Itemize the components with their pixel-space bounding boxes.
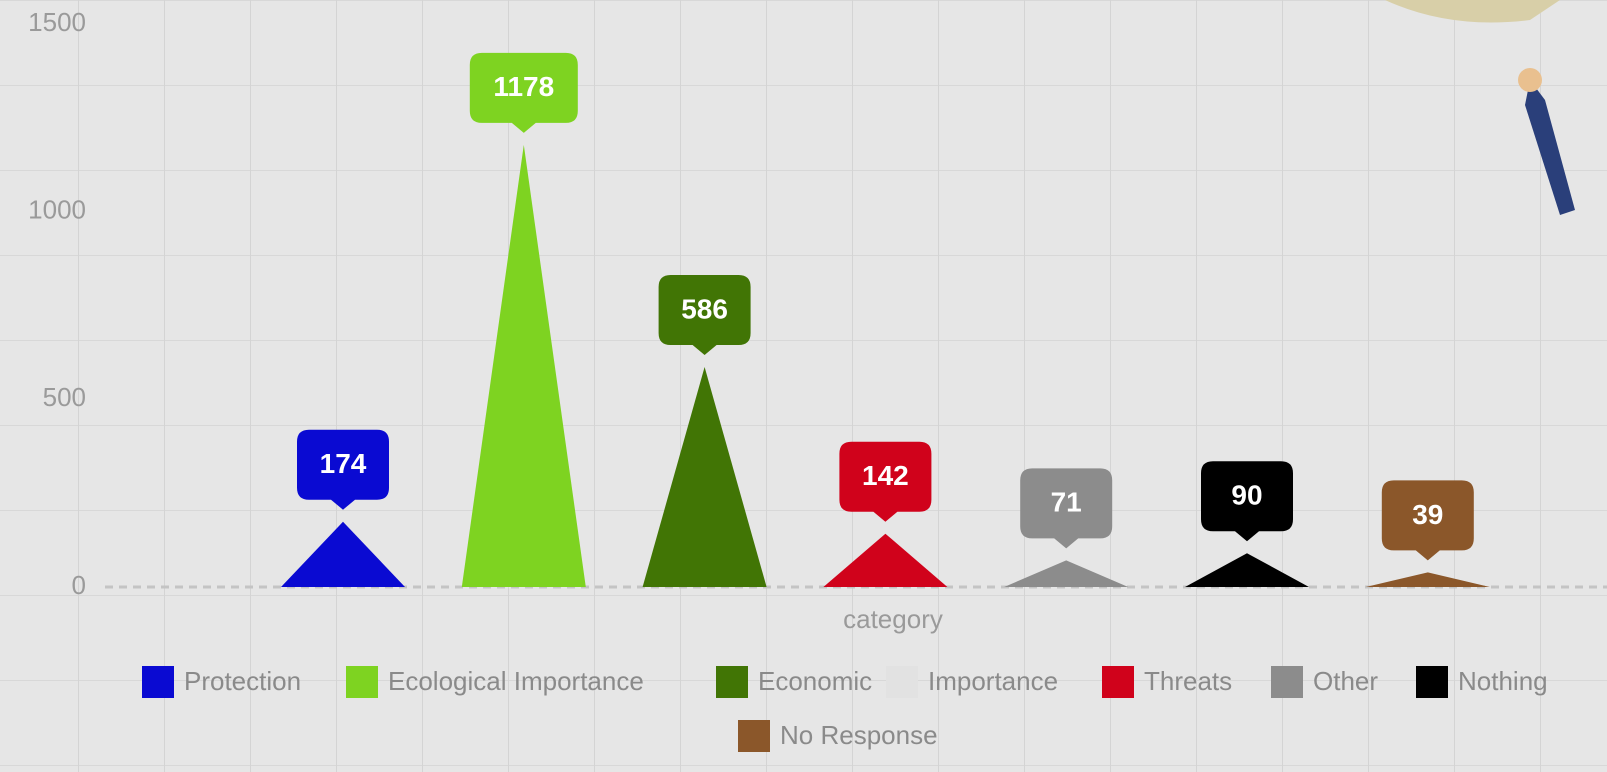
legend-label: Economic	[758, 666, 872, 696]
bar	[281, 521, 405, 587]
legend-swatch[interactable]	[716, 666, 748, 698]
value-label: 586	[681, 293, 728, 324]
y-tick-label: 1000	[28, 195, 86, 225]
legend-label: Protection	[184, 666, 301, 696]
legend-label: Other	[1313, 666, 1378, 696]
cartoon	[1525, 80, 1575, 215]
bar	[823, 533, 948, 587]
legend-swatch[interactable]	[1102, 666, 1134, 698]
value-bubble	[1381, 480, 1474, 561]
y-tick-label: 0	[72, 570, 86, 600]
legend-label: Nothing	[1458, 666, 1548, 696]
bar	[1365, 572, 1490, 587]
legend-swatch[interactable]	[1416, 666, 1448, 698]
value-bubble	[297, 429, 389, 510]
legend-swatch[interactable]	[346, 666, 378, 698]
value-label: 39	[1412, 499, 1443, 530]
cartoon	[1518, 68, 1542, 92]
value-label: 90	[1231, 480, 1262, 511]
y-tick-label: 1500	[28, 7, 86, 37]
value-bubble	[1020, 468, 1113, 549]
bar	[1185, 553, 1309, 587]
bar	[642, 367, 767, 587]
x-axis-title: category	[843, 604, 943, 634]
value-label: 1178	[493, 71, 554, 102]
legend-swatch[interactable]	[142, 666, 174, 698]
value-bubble	[469, 52, 578, 133]
value-bubble	[839, 441, 932, 522]
bar	[461, 144, 586, 587]
cartoon	[1385, 0, 1560, 23]
value-label: 174	[320, 448, 367, 479]
value-bubble	[1201, 461, 1293, 542]
legend-label: Ecological Importance	[388, 666, 644, 696]
legend-label: No Response	[780, 720, 938, 750]
y-tick-label: 500	[43, 382, 86, 412]
legend-swatch[interactable]	[1271, 666, 1303, 698]
legend-label: Threats	[1144, 666, 1232, 696]
legend-swatch[interactable]	[886, 666, 918, 698]
value-label: 71	[1051, 487, 1082, 518]
bar	[1004, 560, 1129, 587]
legend-swatch[interactable]	[738, 720, 770, 752]
legend-label: Importance	[928, 666, 1058, 696]
value-bubble	[658, 275, 751, 356]
value-label: 142	[862, 460, 909, 491]
